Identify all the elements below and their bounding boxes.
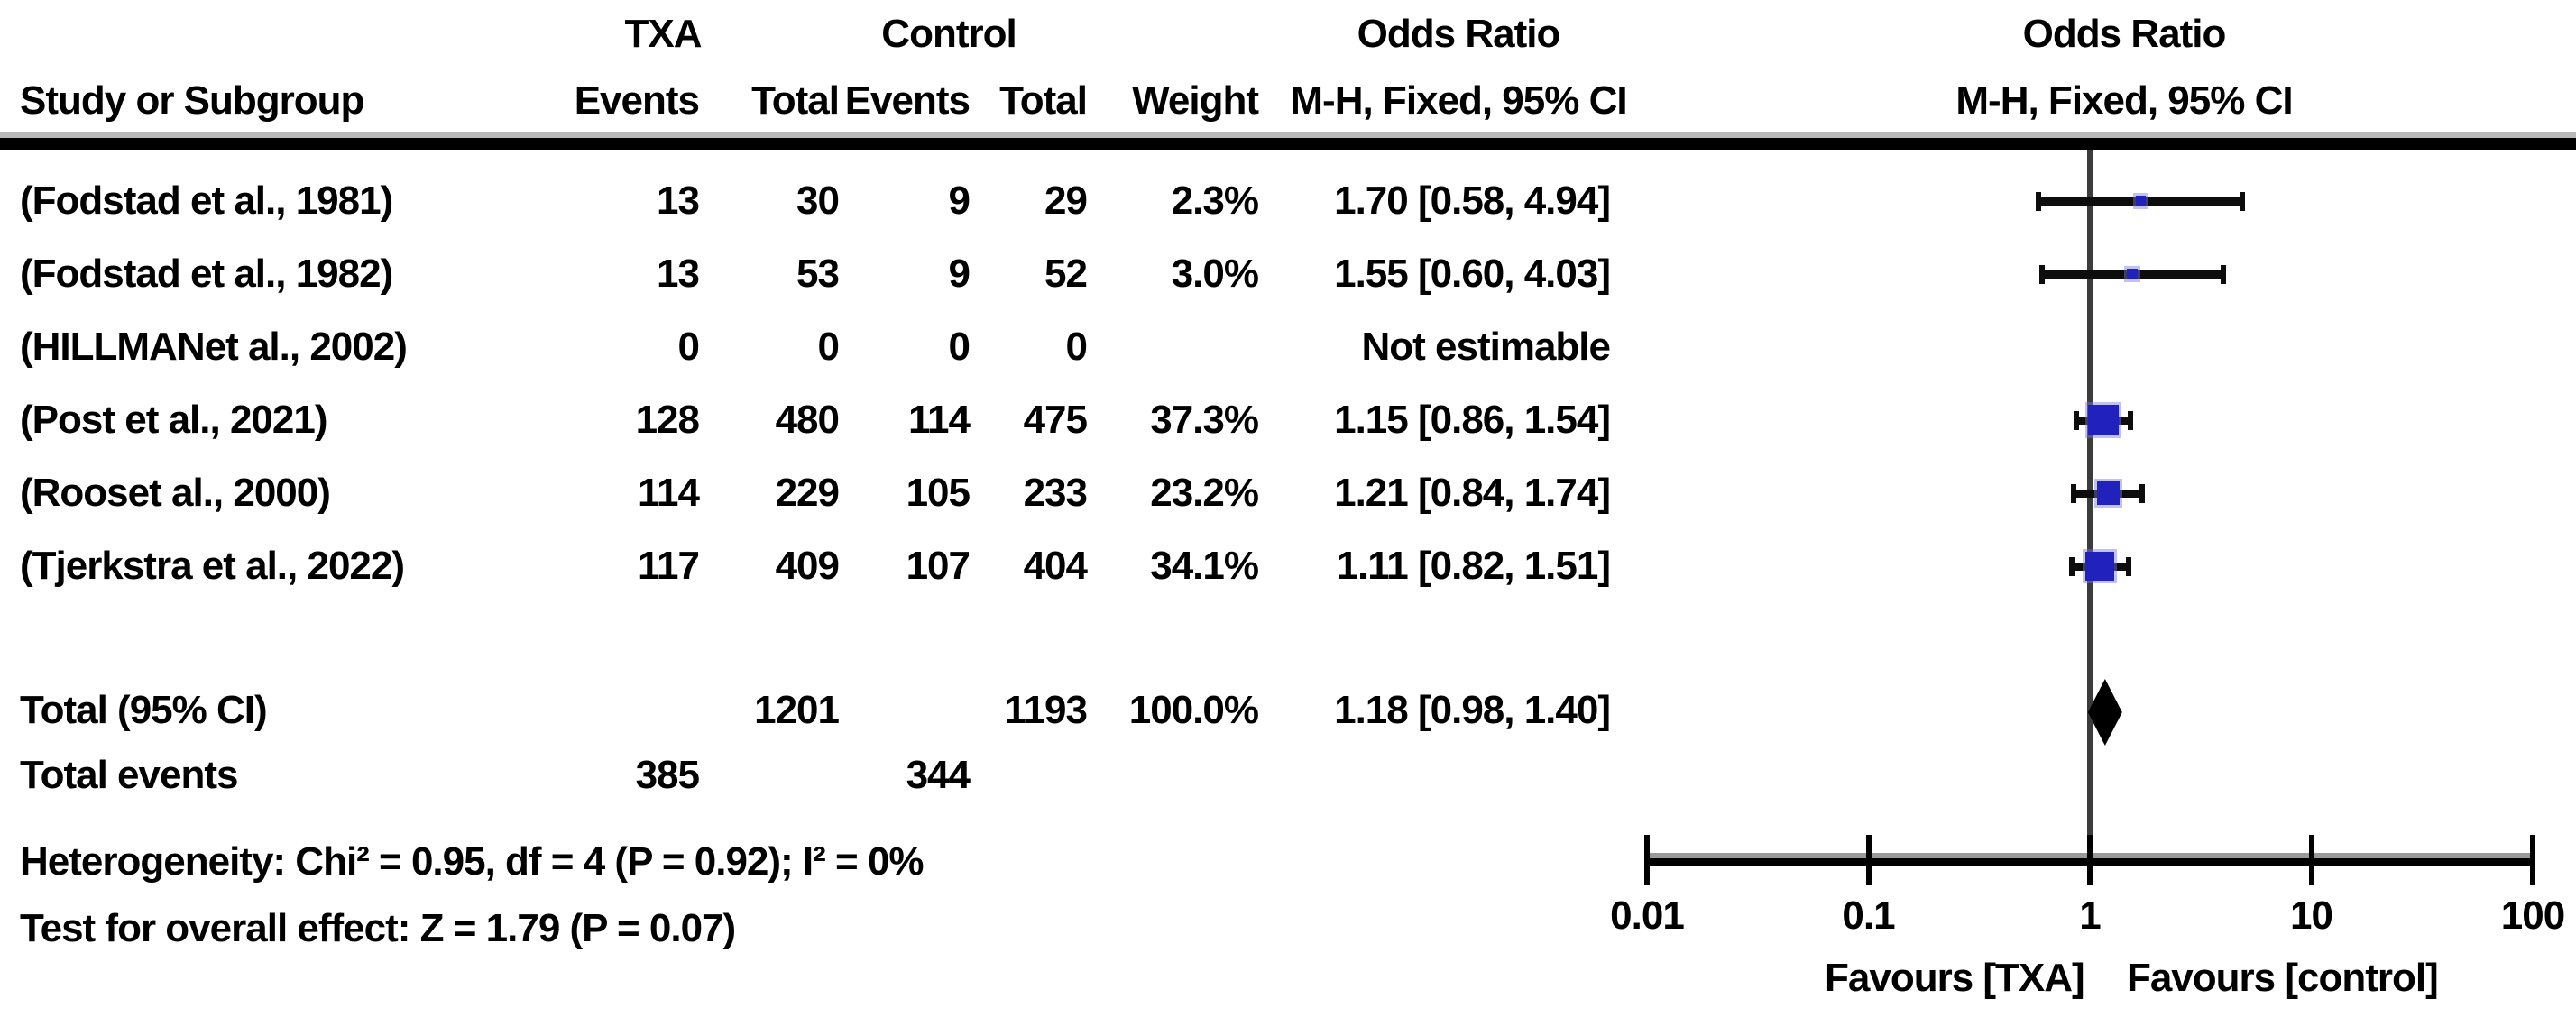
control-events-cell: 9 [948,179,971,223]
x-axis-tick-label: 0.01 [1610,893,1685,938]
txa-events-cell: 13 [657,179,700,223]
control-total-cell: 52 [1044,252,1088,296]
total-events-txa: 385 [635,753,700,797]
control-events-cell: 0 [948,325,971,369]
ci-cap-right [2220,265,2226,284]
overall-effect-stats: Test for overall effect: Z = 1.79 (P = 0… [20,906,736,950]
heterogeneity-stats: Heterogeneity: Chi² = 0.95, df = 4 (P = … [20,839,925,884]
group-header-odds-ratio-text: Odds Ratio [1357,12,1561,56]
col-header-control-total: Total [999,78,1088,123]
x-axis-tick-label: 10 [2290,893,2333,938]
txa-total-cell: 229 [775,471,840,515]
group-header-odds-ratio-plot: Odds Ratio [2022,12,2227,56]
col-header-txa-total: Total [751,78,840,123]
ci-cap-left [2038,265,2045,284]
weight-cell: 3.0% [1171,252,1259,296]
weight-cell: 37.3% [1150,398,1259,442]
txa-total-cell: 409 [775,544,840,588]
study-name: (Post et al., 2021) [20,398,327,442]
col-header-mh-ci-text: M-H, Fixed, 95% CI [1290,78,1627,123]
effect-square [2096,481,2120,505]
favours-right-label: Favours [control] [2126,956,2439,1000]
txa-events-cell: 114 [638,471,700,515]
control-events-cell: 9 [948,252,971,296]
total-events-label: Total events [20,753,238,797]
x-axis-tick [2530,835,2535,885]
pooled-diamond [2087,679,2122,746]
x-axis-tick-label: 100 [2500,893,2565,938]
control-total-cell: 404 [1023,544,1088,588]
effect-square [2126,269,2138,279]
x-axis-tick-label: 0.1 [1842,893,1895,938]
txa-events-cell: 13 [657,252,700,296]
x-axis-tick [2308,835,2314,885]
favours-labels: Favours [TXA] Favours [control] [1808,953,2440,1003]
total-events-control: 344 [906,753,971,797]
x-axis-tick-label: 1 [2079,893,2101,938]
ci-cap-left [2068,557,2075,576]
control-events-cell: 105 [906,471,971,515]
txa-events-cell: 128 [635,398,700,442]
group-header-control: Control [881,12,1017,56]
control-events-cell: 107 [906,544,971,588]
x-axis-tick [1644,835,1650,885]
ci-cap-right [2128,411,2134,430]
control-total-cell: 0 [1065,325,1089,369]
txa-events-cell: 0 [677,325,701,369]
col-header-mh-ci-plot: M-H, Fixed, 95% CI [1955,78,2293,123]
txa-total-cell: 480 [775,398,840,442]
favours-left-label: Favours [TXA] [1825,956,2085,1000]
txa-events-cell: 117 [638,544,700,588]
ci-cap-left [2073,411,2079,430]
ci-cap-left [2035,192,2041,211]
control-events-cell: 114 [908,398,971,442]
study-name: (HILLMANet al., 2002) [20,325,408,369]
or-ci-cell: Not estimable [1361,325,1611,369]
or-ci-cell: 1.15 [0.86, 1.54] [1334,398,1611,442]
txa-total-cell: 30 [796,179,840,223]
x-axis-tick [1865,835,1872,885]
study-name: (Rooset al., 2000) [20,471,331,515]
or-ci-cell: 1.70 [0.58, 4.94] [1334,179,1611,223]
weight-cell: 34.1% [1150,544,1259,588]
total-row-control-total: 1193 [1004,688,1088,732]
control-total-cell: 233 [1023,471,1088,515]
effect-square [2085,551,2115,582]
total-row-label: Total (95% CI) [20,688,268,732]
header-rule [0,138,2576,150]
or-ci-cell: 1.11 [0.82, 1.51] [1336,544,1611,588]
or-ci-cell: 1.21 [0.84, 1.74] [1334,471,1611,515]
ci-cap-right [2240,192,2246,211]
col-header-study: Study or Subgroup [20,78,364,123]
total-row-or-ci: 1.18 [0.98, 1.40] [1334,688,1611,732]
control-total-cell: 475 [1023,398,1088,442]
x-axis-tick [2087,835,2093,885]
or-ci-cell: 1.55 [0.60, 4.03] [1334,252,1611,296]
col-header-control-events: Events [844,78,971,123]
txa-total-cell: 0 [817,325,841,369]
ci-cap-left [2071,484,2077,503]
effect-square [2087,404,2119,436]
effect-square [2135,196,2147,206]
weight-cell: 2.3% [1171,179,1259,223]
control-total-cell: 29 [1044,179,1088,223]
txa-total-cell: 53 [796,252,840,296]
study-name: (Fodstad et al., 1981) [20,179,393,223]
header-rule-shadow [0,132,2576,138]
ci-cap-right [2125,557,2131,576]
col-header-txa-events: Events [574,78,700,123]
study-name: (Tjerkstra et al., 2022) [20,544,405,588]
total-row-weight: 100.0% [1128,688,1259,732]
col-header-weight: Weight [1132,78,1259,123]
total-row-txa-total: 1201 [754,688,840,732]
weight-cell: 23.2% [1150,471,1259,515]
study-name: (Fodstad et al., 1982) [20,252,393,296]
null-effect-line [2087,150,2093,866]
group-header-txa: TXA [624,12,703,56]
ci-cap-right [2139,484,2146,503]
